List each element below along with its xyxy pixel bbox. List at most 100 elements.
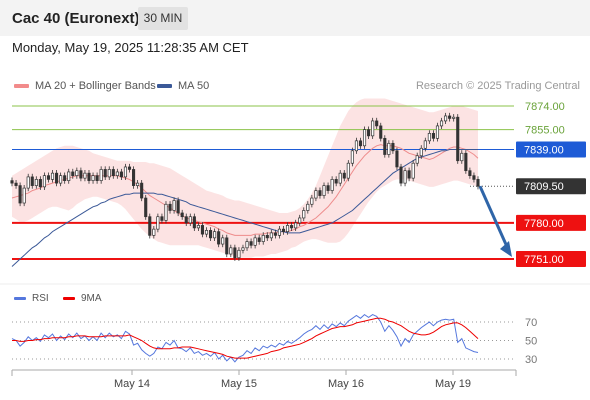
rsi-legend-label: RSI <box>32 293 49 304</box>
candle-body <box>330 179 334 191</box>
legend-ma20: MA 20 + Bollinger Bands <box>14 80 156 92</box>
level-label-7855.00: 7855.00 <box>525 125 565 137</box>
candle-body <box>431 133 435 139</box>
candle-body <box>22 187 26 204</box>
candle-body <box>281 228 286 232</box>
legend-ma50: MA 50 <box>157 80 209 92</box>
candle-body <box>415 155 419 164</box>
candle-body <box>269 232 273 239</box>
bollinger-band-area <box>12 98 478 258</box>
instrument-title: Cac 40 (Euronext) <box>12 10 140 27</box>
level-label-7751.00: 7751.00 <box>524 254 564 266</box>
candle-body <box>399 166 403 184</box>
legend-rsi-ma: 9MA <box>63 293 102 304</box>
candle-body <box>132 169 136 186</box>
candle-body <box>63 175 67 181</box>
candle-body <box>350 150 354 164</box>
candle-body <box>176 200 180 214</box>
candle-body <box>200 225 205 235</box>
candle-body <box>18 185 22 204</box>
candle-body <box>209 230 213 239</box>
candle-body <box>358 140 363 147</box>
candle-body <box>387 142 391 155</box>
ma20-swatch <box>14 84 29 89</box>
candle-body <box>99 169 103 181</box>
candle-body <box>314 190 318 199</box>
candle-body <box>444 115 448 122</box>
ma50-swatch <box>157 84 172 89</box>
candle-body <box>46 175 51 180</box>
candle-body <box>411 162 415 179</box>
candle-body <box>50 172 55 180</box>
candle-body <box>67 171 71 181</box>
candle-body <box>168 203 172 211</box>
candle-body <box>472 175 476 180</box>
candle-body <box>103 169 107 178</box>
candle-body <box>362 129 367 147</box>
candle-body <box>59 175 63 184</box>
rsi-tick-label-70: 70 <box>525 317 537 329</box>
rsi-series-RSI <box>11 313 479 363</box>
candle-body <box>55 172 59 184</box>
candle-body <box>95 175 99 181</box>
candle-body <box>265 235 269 239</box>
level-label-7780.00: 7780.00 <box>524 218 564 230</box>
candle-body <box>452 116 456 119</box>
candle-body <box>249 241 253 246</box>
candle-body <box>115 171 119 177</box>
level-label-box-7839.00 <box>516 141 586 158</box>
candle-body <box>10 180 14 184</box>
level-label-box-7809.50 <box>516 178 586 195</box>
candle-body <box>14 182 18 186</box>
candle-body <box>233 247 237 259</box>
candle-body <box>237 249 241 259</box>
rsi-swatch <box>14 296 26 300</box>
candle-body <box>375 120 379 127</box>
candle-body <box>342 172 346 179</box>
candle-body <box>448 115 452 119</box>
candle-body <box>419 147 423 157</box>
candle-body <box>261 235 265 242</box>
candle-body <box>123 166 128 178</box>
level-label-7809.50: 7809.50 <box>524 181 564 193</box>
candle-body <box>346 162 350 179</box>
candle-body <box>225 237 229 255</box>
candle-body <box>148 216 152 236</box>
candle-body <box>298 217 302 224</box>
candle-body <box>310 197 314 205</box>
candle-body <box>379 125 383 139</box>
candle-body <box>334 179 338 184</box>
candle-body <box>427 133 431 142</box>
candle-body <box>407 170 411 179</box>
datetime-label: Monday, May 19, 2025 11:28:35 AM CET <box>12 40 249 55</box>
candle-body <box>338 172 342 184</box>
legend-rsi: RSI <box>14 293 49 304</box>
candle-body <box>464 152 468 172</box>
candle-body <box>34 179 38 186</box>
candle-body <box>160 216 164 221</box>
timeframe-button[interactable]: 30 MIN <box>138 7 188 30</box>
candle-body <box>403 170 407 184</box>
candle-body <box>253 237 257 246</box>
candle-body <box>383 137 387 155</box>
candle-body <box>294 222 298 229</box>
candle-body <box>318 190 322 196</box>
level-label-box-7780.00 <box>516 214 586 231</box>
candle-body <box>180 212 184 218</box>
candle-body <box>322 185 326 196</box>
candle-body <box>111 169 115 177</box>
candle-body <box>42 175 46 188</box>
candle-body <box>71 171 75 177</box>
candle-body <box>257 237 261 242</box>
candle-body <box>221 237 225 245</box>
candle-body <box>172 200 176 211</box>
candle-body <box>196 225 200 229</box>
candle-body <box>107 169 111 178</box>
candle-body <box>75 170 79 177</box>
candle-body <box>326 185 330 191</box>
forecast-arrow-head <box>500 241 512 257</box>
candle-body <box>140 182 144 199</box>
candle-body <box>204 230 209 235</box>
ma20-legend-label: MA 20 + Bollinger Bands <box>35 80 156 92</box>
x-tick-label: May 14 <box>114 378 150 390</box>
